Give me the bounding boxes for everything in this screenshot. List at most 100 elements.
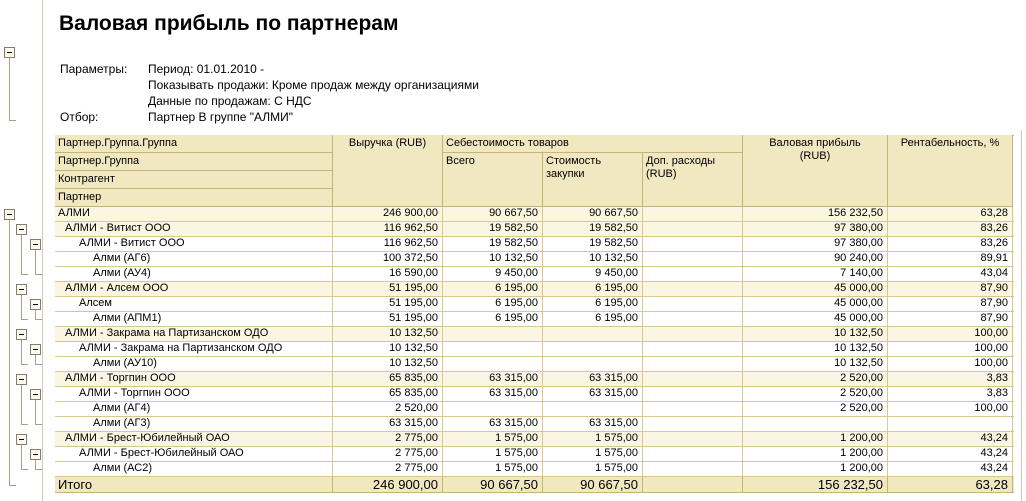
cost-total-cell[interactable]: 19 582,50: [443, 237, 543, 251]
cost-purchase-cell[interactable]: 6 195,00: [543, 297, 643, 311]
gross-profit-cell[interactable]: 45 000,00: [743, 282, 888, 296]
cost-purchase-cell[interactable]: 1 575,00: [543, 432, 643, 446]
table-row[interactable]: Алми (АГ4) 2 520,00 2 520,00 100,00: [55, 402, 1014, 417]
header-contractor[interactable]: Контрагент: [55, 171, 333, 189]
gross-profit-cell[interactable]: 7 140,00: [743, 267, 888, 281]
cost-extra-cell[interactable]: [643, 462, 743, 476]
margin-cell[interactable]: 3,83: [888, 372, 1013, 386]
cost-total-cell[interactable]: 1 575,00: [443, 447, 543, 461]
partner-name-cell[interactable]: Алми (АГ3): [55, 417, 333, 431]
gross-profit-cell[interactable]: 2 520,00: [743, 387, 888, 401]
gross-profit-cell[interactable]: 45 000,00: [743, 312, 888, 326]
revenue-cell[interactable]: 2 775,00: [333, 447, 443, 461]
margin-cell[interactable]: 43,24: [888, 432, 1013, 446]
cost-extra-cell[interactable]: [643, 342, 743, 356]
cost-purchase-cell[interactable]: 10 132,50: [543, 252, 643, 266]
cost-total-cell[interactable]: 10 132,50: [443, 252, 543, 266]
revenue-cell[interactable]: 16 590,00: [333, 267, 443, 281]
partner-name-cell[interactable]: Алсем: [55, 297, 333, 311]
revenue-cell[interactable]: 51 195,00: [333, 312, 443, 326]
collapse-toggle-minus-icon[interactable]: [30, 449, 41, 460]
cost-extra-cell[interactable]: [643, 447, 743, 461]
margin-cell[interactable]: 100,00: [888, 357, 1013, 371]
margin-cell[interactable]: 100,00: [888, 342, 1013, 356]
cost-total-cell[interactable]: 90 667,50: [443, 207, 543, 221]
cost-purchase-cell[interactable]: 1 575,00: [543, 447, 643, 461]
cost-purchase-cell[interactable]: 63 315,00: [543, 417, 643, 431]
cost-total-cell[interactable]: 90 667,50: [443, 477, 543, 492]
gross-profit-cell[interactable]: 1 200,00: [743, 447, 888, 461]
collapse-toggle-minus-icon[interactable]: [30, 389, 41, 400]
partner-name-cell[interactable]: АЛМИ - Витист ООО: [55, 222, 333, 236]
gross-profit-cell[interactable]: 97 380,00: [743, 222, 888, 236]
partner-name-cell[interactable]: Алми (АС2): [55, 462, 333, 476]
collapse-toggle-minus-icon[interactable]: [16, 374, 27, 385]
cost-extra-cell[interactable]: [643, 237, 743, 251]
header-cost-total[interactable]: Всего: [443, 153, 543, 207]
cost-extra-cell[interactable]: [643, 432, 743, 446]
header-partner-group-group[interactable]: Партнер.Группа.Группа: [55, 135, 333, 153]
collapse-toggle-minus-icon[interactable]: [16, 434, 27, 445]
revenue-cell[interactable]: 116 962,50: [333, 222, 443, 236]
cost-total-cell[interactable]: [443, 357, 543, 371]
revenue-cell[interactable]: 100 372,50: [333, 252, 443, 266]
table-row[interactable]: Алми (АГ6) 100 372,50 10 132,50 10 132,50 90…: [55, 252, 1014, 267]
cost-purchase-cell[interactable]: [543, 402, 643, 416]
margin-cell[interactable]: 87,90: [888, 312, 1013, 326]
table-row[interactable]: АЛМИ - Закрама на Партизанском ОДО 10 132…: [55, 327, 1014, 342]
margin-cell[interactable]: 100,00: [888, 402, 1013, 416]
cost-total-cell[interactable]: [443, 342, 543, 356]
revenue-cell[interactable]: 116 962,50: [333, 237, 443, 251]
header-partner[interactable]: Партнер: [55, 189, 333, 207]
collapse-toggle-minus-icon[interactable]: [16, 224, 27, 235]
partner-name-cell[interactable]: Алми (АГ4): [55, 402, 333, 416]
cost-purchase-cell[interactable]: 90 667,50: [543, 207, 643, 221]
table-row[interactable]: АЛМИ - Закрама на Партизанском ОДО 10 132…: [55, 342, 1014, 357]
cost-purchase-cell[interactable]: 19 582,50: [543, 222, 643, 236]
cost-total-cell[interactable]: 6 195,00: [443, 282, 543, 296]
collapse-toggle-minus-icon[interactable]: [30, 344, 41, 355]
table-row[interactable]: АЛМИ - Брест-Юбилейный ОАО 2 775,00 1 575,…: [55, 447, 1014, 462]
partner-name-cell[interactable]: Алми (АПМ1): [55, 312, 333, 326]
cost-extra-cell[interactable]: [643, 312, 743, 326]
table-row[interactable]: Алми (АС2) 2 775,00 1 575,00 1 575,00 1 200,…: [55, 462, 1014, 477]
collapse-toggle-minus-icon[interactable]: [16, 329, 27, 340]
collapse-toggle-minus-icon[interactable]: [4, 47, 15, 58]
table-row[interactable]: Алми (АГ3) 63 315,00 63 315,00 63 315,00: [55, 417, 1014, 432]
partner-name-cell[interactable]: Алми (АУ10): [55, 357, 333, 371]
revenue-cell[interactable]: 65 835,00: [333, 387, 443, 401]
gross-profit-cell[interactable]: 97 380,00: [743, 237, 888, 251]
cost-purchase-cell[interactable]: 6 195,00: [543, 282, 643, 296]
partner-name-cell[interactable]: АЛМИ: [55, 207, 333, 221]
cost-extra-cell[interactable]: [643, 477, 743, 492]
margin-cell[interactable]: 3,83: [888, 387, 1013, 401]
cost-total-cell[interactable]: 63 315,00: [443, 372, 543, 386]
header-margin[interactable]: Рентабельность, %: [888, 135, 1013, 207]
cost-extra-cell[interactable]: [643, 252, 743, 266]
margin-cell[interactable]: 83,26: [888, 222, 1013, 236]
cost-purchase-cell[interactable]: [543, 327, 643, 341]
revenue-cell[interactable]: 51 195,00: [333, 297, 443, 311]
collapse-toggle-minus-icon[interactable]: [30, 299, 41, 310]
revenue-cell[interactable]: 10 132,50: [333, 357, 443, 371]
header-cost-extra[interactable]: Доп. расходы (RUB): [643, 153, 743, 207]
gross-profit-cell[interactable]: 156 232,50: [743, 477, 888, 492]
gross-profit-cell[interactable]: 156 232,50: [743, 207, 888, 221]
cost-total-cell[interactable]: 19 582,50: [443, 222, 543, 236]
partner-name-cell[interactable]: АЛМИ - Брест-Юбилейный ОАО: [55, 447, 333, 461]
gross-profit-cell[interactable]: 1 200,00: [743, 462, 888, 476]
gross-profit-cell[interactable]: 2 520,00: [743, 402, 888, 416]
margin-cell[interactable]: 43,04: [888, 267, 1013, 281]
partner-name-cell[interactable]: АЛМИ - Закрама на Партизанском ОДО: [55, 342, 333, 356]
table-row[interactable]: АЛМИ 246 900,00 90 667,50 90 667,50 156 232,…: [55, 207, 1014, 222]
cost-purchase-cell[interactable]: 6 195,00: [543, 312, 643, 326]
collapse-toggle-minus-icon[interactable]: [30, 239, 41, 250]
cost-total-cell[interactable]: 63 315,00: [443, 417, 543, 431]
table-row[interactable]: АЛМИ - Торгпин ООО 65 835,00 63 315,00 63 3…: [55, 372, 1014, 387]
cost-purchase-cell[interactable]: 19 582,50: [543, 237, 643, 251]
partner-name-cell[interactable]: АЛМИ - Алсем ООО: [55, 282, 333, 296]
cost-total-cell[interactable]: 1 575,00: [443, 432, 543, 446]
partner-name-cell[interactable]: Алми (АГ6): [55, 252, 333, 266]
margin-cell[interactable]: 83,26: [888, 237, 1013, 251]
revenue-cell[interactable]: 63 315,00: [333, 417, 443, 431]
